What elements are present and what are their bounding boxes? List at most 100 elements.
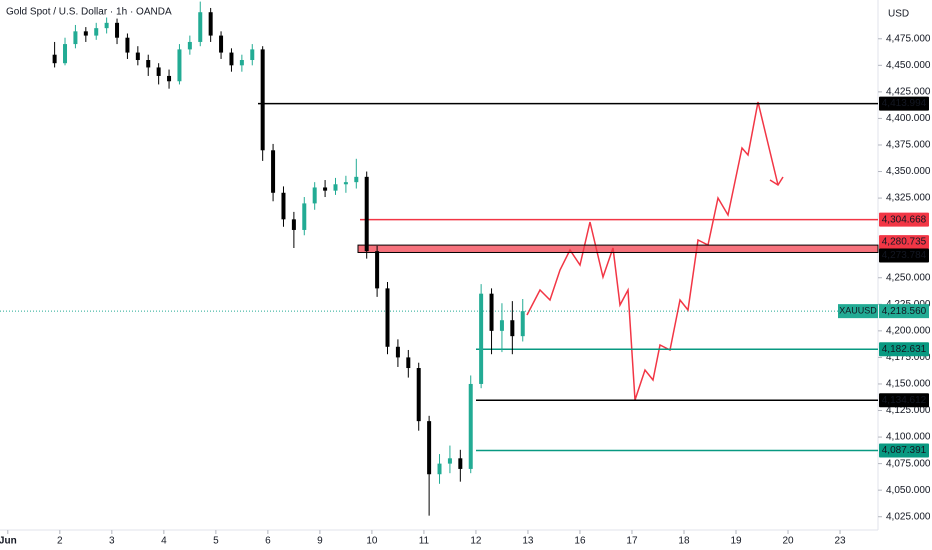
x-tick-label: 13: [522, 536, 534, 547]
x-tick-label: 20: [782, 536, 794, 547]
x-tick-label: 10: [366, 536, 378, 547]
x-tick-label: 11: [419, 536, 430, 547]
x-tick-label: 23: [834, 536, 846, 547]
y-tick-label: 4,125.000: [886, 405, 931, 416]
candle-body: [281, 192, 286, 220]
y-tick-label: 4,450.000: [886, 60, 931, 71]
x-tick-label: 6: [265, 536, 271, 547]
candle-body: [146, 60, 151, 68]
last-price-box: [879, 304, 929, 319]
candle-body: [125, 37, 130, 53]
y-tick-label: 4,475.000: [886, 33, 931, 44]
level-label-box: [879, 248, 929, 263]
candle-body: [468, 383, 473, 469]
level-label: 4,182.631: [882, 344, 927, 355]
level-label: 4,134.612: [882, 395, 927, 406]
y-tick-label: 4,350.000: [886, 166, 931, 177]
y-tick-label: 4,325.000: [886, 193, 931, 204]
level-label-box: [879, 212, 929, 227]
y-tick-label: 4,025.000: [886, 511, 931, 522]
candle-body: [135, 52, 140, 61]
level-label: 4,280.735: [882, 237, 927, 248]
candle-body: [250, 49, 255, 61]
x-tick-label: 17: [626, 536, 638, 547]
candle-body: [167, 75, 172, 82]
candle-body: [187, 41, 192, 50]
x-tick-label: 5: [213, 536, 219, 547]
candle-body: [52, 54, 57, 64]
y-tick-label: 4,150.000: [886, 379, 931, 390]
candle-body: [395, 346, 400, 358]
candle-body: [156, 67, 161, 76]
candle-body: [437, 463, 442, 475]
candle-body: [239, 60, 244, 66]
level-label: 4,304.668: [882, 214, 927, 225]
level-label-box: [879, 342, 929, 357]
x-tick-label: 16: [574, 536, 586, 547]
candle-body: [375, 251, 380, 289]
candle-body: [427, 421, 432, 475]
candle-body: [489, 293, 494, 331]
x-tick-label: 18: [678, 536, 690, 547]
projection-arrow-head: [769, 176, 784, 187]
candle-body: [343, 182, 348, 185]
chart-title: Gold Spot / U.S. Dollar · 1h · OANDA: [6, 7, 172, 18]
candle-body: [447, 458, 452, 464]
candle-body: [83, 31, 88, 36]
candle-body: [479, 293, 484, 384]
level-label-box: [879, 393, 929, 408]
candle-body: [229, 52, 234, 66]
currency-label: USD: [888, 9, 909, 20]
level-label: 4,413.994: [882, 98, 927, 109]
symbol-box: [838, 304, 878, 319]
candle-body: [63, 44, 68, 64]
x-tick-label: 12: [470, 536, 482, 547]
y-tick-label: 4,375.000: [886, 140, 931, 151]
symbol-label: XAUUSD: [839, 306, 877, 316]
y-tick-label: 4,175.000: [886, 352, 931, 363]
candle-body: [219, 35, 224, 53]
candle-body: [94, 28, 99, 36]
x-tick-label: 2: [57, 536, 63, 547]
candle-body: [364, 176, 369, 252]
candle-body: [333, 184, 338, 191]
x-tick-label: 19: [730, 536, 742, 547]
y-tick-label: 4,050.000: [886, 485, 931, 496]
level-label-box: [879, 443, 929, 458]
candle-body: [271, 150, 276, 193]
candle-body: [260, 49, 265, 151]
candle-body: [416, 368, 421, 422]
y-tick-label: 4,100.000: [886, 432, 931, 443]
price-zone: [357, 244, 879, 253]
candle-body: [115, 22, 120, 38]
level-label-box: [879, 235, 929, 250]
x-tick-label: 4: [161, 536, 167, 547]
x-tick-label: Jun: [0, 536, 17, 547]
x-tick-label: 3: [109, 536, 115, 547]
candle-body: [177, 49, 182, 82]
candle-body: [291, 219, 296, 230]
x-tick-label: 9: [317, 536, 323, 547]
candle-body: [312, 187, 317, 204]
candle-body: [73, 31, 78, 45]
y-tick-label: 4,425.000: [886, 87, 931, 98]
candle-body: [385, 288, 390, 347]
y-tick-label: 4,250.000: [886, 272, 931, 283]
level-label: 4,273.784: [882, 250, 927, 261]
candle-body: [499, 320, 504, 331]
level-label: 4,087.391: [882, 445, 927, 456]
level-label-box: [879, 96, 929, 111]
candle-body: [104, 22, 109, 29]
y-tick-label: 4,075.000: [886, 458, 931, 469]
candle-body: [323, 187, 328, 191]
candle-body: [406, 357, 411, 369]
y-tick-label: 4,200.000: [886, 325, 931, 336]
last-price-label: 4,218.560: [882, 306, 927, 317]
candle-body: [520, 311, 525, 337]
y-tick-label: 4,400.000: [886, 113, 931, 124]
candle-body: [458, 458, 463, 469]
candle-body: [354, 176, 359, 183]
candle-body: [302, 203, 307, 230]
